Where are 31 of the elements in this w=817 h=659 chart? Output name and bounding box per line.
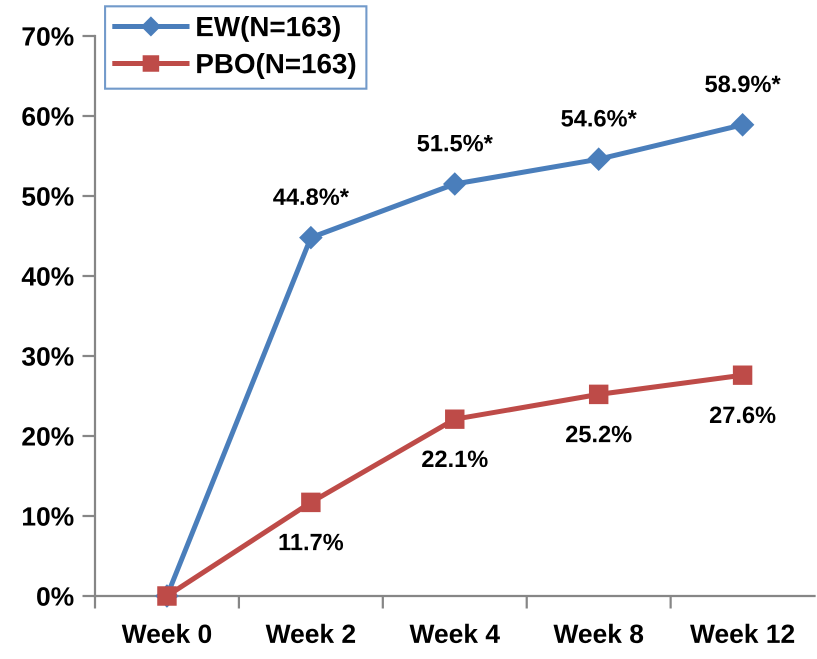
data-label: 27.6% [710,406,776,424]
y-tick-label: 10% [23,507,74,526]
y-tick-label: 60% [22,107,74,126]
point [732,365,752,385]
data-label: 44.8%* [273,188,349,206]
x-tick-label: Week 12 [690,624,794,644]
data-label: 25.2% [566,426,632,442]
data-label: 11.7% [280,534,344,550]
y-tick-label: 0% [37,587,74,606]
point [586,147,610,171]
y-tick-label: 40% [22,267,74,286]
data-label: 58.9%* [705,76,781,92]
y-tick-label: 20% [22,427,74,446]
point [445,409,464,429]
point [588,384,608,404]
point [730,113,754,137]
data-label: 54.6%* [561,110,637,127]
point [299,226,323,250]
x-tick-label: Week 0 [122,624,212,644]
x-tick-label: Week 2 [266,624,356,644]
legend-label: PBO(N=163) [197,53,356,79]
legend-label: EW(N=163) [197,16,340,42]
x-tick-label: Week 4 [410,624,500,644]
data-label: 22.1% [422,450,488,468]
data-label: 51.5%* [417,134,493,152]
y-tick-label: 30% [22,347,74,366]
point [301,492,321,512]
y-tick-label: 70% [22,27,74,46]
point [442,172,467,196]
y-tick-label: 50% [22,187,74,206]
x-tick-label: Week 8 [553,624,644,644]
